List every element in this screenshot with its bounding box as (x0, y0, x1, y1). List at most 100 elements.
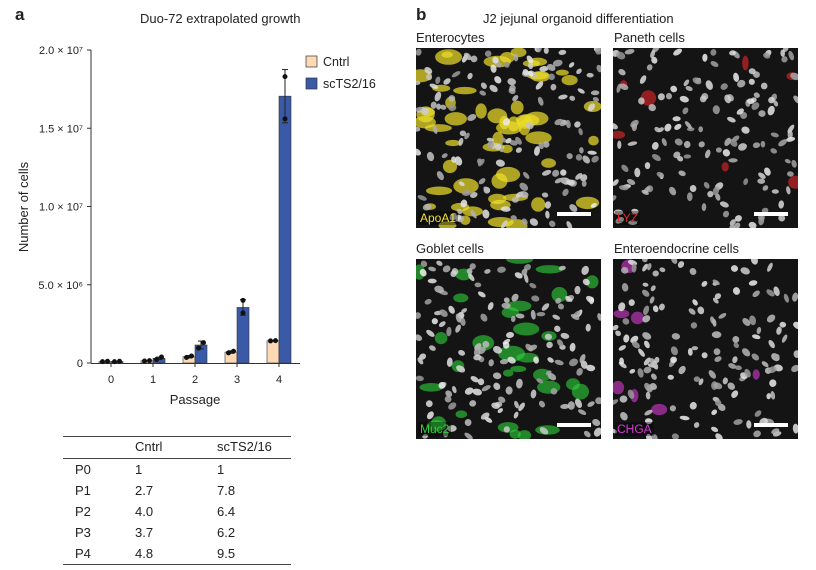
nucleus (432, 125, 438, 134)
nucleus (715, 193, 721, 201)
micrograph-enterocytes-image (416, 48, 601, 228)
panel-b-title: J2 jejunal organoid differentiation (483, 11, 674, 26)
nucleus (654, 126, 661, 133)
nucleus (773, 286, 780, 297)
nucleus (484, 50, 492, 57)
nucleus (631, 208, 639, 215)
nucleus (654, 356, 660, 364)
nucleus (724, 137, 732, 146)
nucleus (525, 122, 534, 130)
data-point (159, 354, 164, 360)
nucleus (466, 268, 473, 275)
nucleus (645, 391, 651, 400)
nucleus (650, 285, 656, 292)
nucleus (543, 141, 550, 148)
nucleus (464, 387, 474, 395)
nucleus (747, 98, 755, 105)
nucleus (714, 356, 722, 362)
nucleus (618, 302, 626, 312)
nucleus (426, 73, 432, 81)
nucleus (419, 353, 427, 360)
nucleus (505, 386, 513, 395)
nucleus (648, 104, 656, 112)
nucleus (550, 83, 557, 91)
nucleus (431, 318, 438, 325)
stain-signal (517, 430, 532, 439)
table-cell: 4.0 (135, 504, 154, 519)
nucleus (509, 84, 516, 92)
nucleus (539, 66, 549, 72)
nucleus (566, 153, 573, 160)
nucleus (546, 64, 556, 71)
nucleus (491, 402, 500, 409)
nucleus (621, 283, 629, 292)
nucleus (673, 151, 681, 159)
nucleus (631, 341, 640, 349)
nucleus (416, 80, 421, 86)
nucleus (753, 92, 760, 98)
nucleus (536, 378, 544, 384)
nucleus (738, 143, 747, 151)
nucleus (729, 138, 738, 147)
nucleus (742, 318, 751, 326)
data-point (268, 338, 273, 344)
nucleus (743, 178, 749, 186)
data-point (117, 358, 122, 364)
nucleus (486, 137, 495, 142)
micrograph-enterocytes: ApoA1 (416, 48, 601, 228)
nucleus (710, 316, 715, 324)
data-point (100, 359, 105, 365)
bar-scts2-16 (236, 307, 250, 364)
nucleus (684, 121, 692, 129)
nucleus (416, 334, 423, 341)
nucleus (771, 189, 779, 194)
nucleus (560, 169, 567, 176)
nucleus (628, 220, 638, 226)
nucleus (672, 116, 681, 122)
nucleus (651, 141, 659, 150)
nucleus (424, 67, 433, 74)
nucleus (417, 195, 427, 201)
nucleus (422, 434, 429, 439)
nucleus (731, 390, 739, 399)
nucleus (536, 311, 546, 317)
nucleus (642, 332, 652, 340)
nucleus (686, 127, 695, 132)
nucleus (692, 299, 698, 306)
nucleus (702, 53, 708, 62)
nucleus (557, 339, 564, 347)
data-point (201, 340, 206, 346)
nucleus (575, 173, 583, 180)
nucleus (478, 178, 486, 185)
nucleus (541, 303, 550, 311)
stain-signal (441, 51, 453, 58)
nucleus (683, 141, 691, 148)
nucleus (626, 179, 636, 185)
nucleus (671, 433, 679, 439)
nucleus (444, 395, 452, 403)
table-header (63, 436, 135, 459)
stain-signal (551, 287, 568, 303)
stain-signal (475, 103, 487, 119)
nucleus (426, 329, 435, 337)
nucleus (679, 95, 689, 103)
nucleus (574, 121, 581, 128)
nucleus (513, 53, 519, 62)
nucleus (487, 141, 494, 149)
nucleus (533, 356, 539, 364)
x-tick-label: 3 (234, 374, 240, 386)
nucleus (619, 395, 628, 403)
nucleus (758, 172, 766, 179)
table-header: scTS2/16 (217, 436, 291, 459)
data-point (147, 358, 152, 364)
nucleus (537, 96, 544, 106)
nucleus (552, 314, 561, 320)
nucleus (643, 340, 650, 349)
nucleus (470, 55, 478, 63)
nucleus (770, 148, 778, 154)
stain-signal (487, 108, 508, 124)
nucleus (562, 188, 569, 197)
nucleus (623, 334, 630, 343)
nucleus (497, 408, 504, 414)
nucleus (507, 356, 516, 364)
